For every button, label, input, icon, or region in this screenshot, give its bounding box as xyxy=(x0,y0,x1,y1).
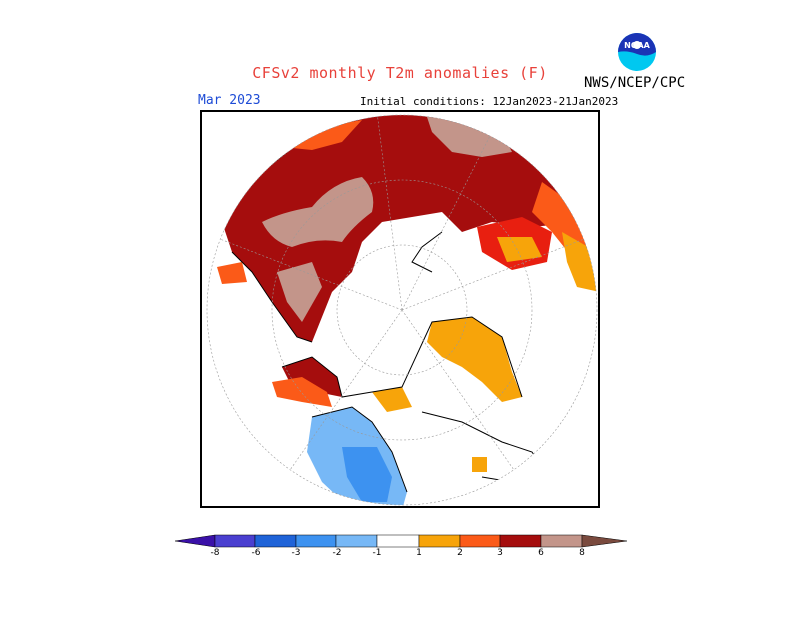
legend-tick: 1 xyxy=(416,548,422,558)
legend-tick: -3 xyxy=(291,548,301,558)
legend-swatch xyxy=(335,534,378,548)
legend-tick: 3 xyxy=(497,548,503,558)
legend-tick: 6 xyxy=(538,548,544,558)
initial-conditions-label: Initial conditions: 12Jan2023-21Jan2023 xyxy=(360,95,619,108)
anomaly-region-minus-2-minus-1 xyxy=(342,447,392,502)
anomaly-region-1-2 xyxy=(497,237,542,262)
legend-swatch xyxy=(254,534,297,548)
legend-swatch xyxy=(459,534,501,548)
anomaly-region-1-2 xyxy=(472,457,487,472)
anomaly-region-above-8 xyxy=(277,262,322,322)
legend-arrow-high xyxy=(581,534,627,548)
legend-tick: -8 xyxy=(210,548,220,558)
legend-swatch xyxy=(295,534,337,548)
legend-tick: -2 xyxy=(332,548,342,558)
agency-label: NWS/NCEP/CPC xyxy=(584,75,686,91)
legend-swatch xyxy=(418,534,461,548)
legend-swatch xyxy=(499,534,542,548)
color-legend xyxy=(175,534,627,548)
legend-tick: -6 xyxy=(251,548,261,558)
anomaly-region-1-2 xyxy=(562,232,597,292)
legend-tick: -1 xyxy=(372,548,382,558)
legend-tick: 8 xyxy=(579,548,585,558)
anomaly-region-1-2 xyxy=(427,317,522,402)
legend-arrow-low xyxy=(175,534,216,548)
legend-swatch xyxy=(214,534,256,548)
svg-text:NOAA: NOAA xyxy=(624,41,650,50)
legend-swatch xyxy=(540,534,583,548)
noaa-logo: NOAA xyxy=(618,33,656,71)
anomaly-region-1-2 xyxy=(372,387,412,412)
map-title: CFSv2 monthly T2m anomalies (F) xyxy=(252,64,548,82)
polar-map xyxy=(200,110,600,508)
valid-month-label: Mar 2023 xyxy=(198,93,261,108)
anomaly-region-above-8 xyxy=(262,177,374,247)
legend-swatch xyxy=(376,534,420,548)
anomaly-region-2-3 xyxy=(217,262,247,284)
legend-tick: 2 xyxy=(457,548,463,558)
anomaly-region-above-8 xyxy=(427,115,512,157)
anomaly-region-2-3 xyxy=(272,377,332,407)
